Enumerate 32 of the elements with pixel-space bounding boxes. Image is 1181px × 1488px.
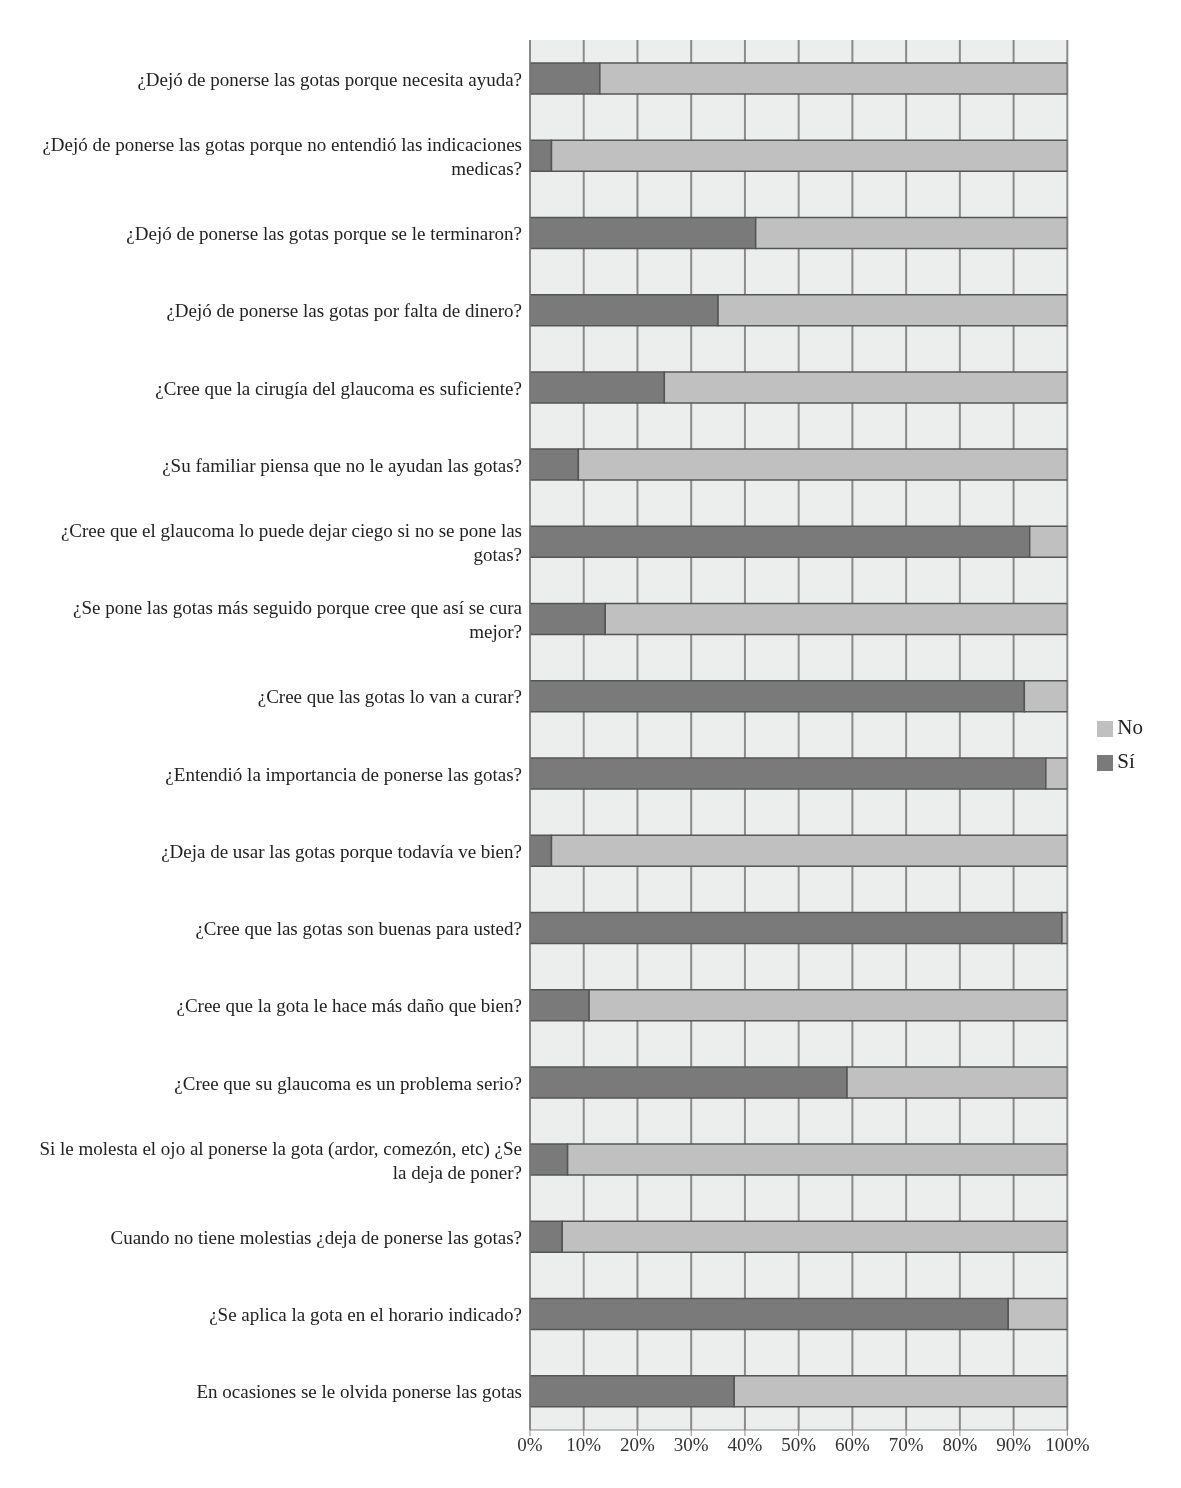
y-tick-label: ¿Cree que su glaucoma es un problema serio? (174, 1072, 522, 1093)
y-tick-label: ¿Cree que las gotas son buenas para usted? (195, 917, 522, 939)
x-tick-label: 30% (673, 1434, 709, 1456)
y-tick-label: ¿Dejó de ponerse las gotas porque no entendió las indicaciones medicas? (42, 133, 522, 179)
y-tick-label: ¿Su familiar piensa que no le ayudan las gotas? (162, 454, 522, 476)
y-tick-label: Si le molesta el ojo al ponerse la gota (ardor, comezón, etc) ¿Se la deja de poner? (39, 1137, 522, 1183)
y-tick-label: ¿Cree que el glaucoma lo puede dejar ciego si no se pone las gotas? (60, 519, 522, 565)
x-tick-label: 10% (566, 1434, 602, 1456)
y-tick-label: ¿Dejó de ponerse las gotas porque se le terminaron? (126, 222, 522, 244)
y-tick-label: ¿Cree que la gota le hace más daño que bien? (176, 994, 522, 1016)
x-tick-label: 20% (620, 1434, 656, 1456)
x-tick-label: 90% (996, 1434, 1032, 1456)
bar (530, 911, 1063, 945)
legend-label: No (1117, 715, 1143, 739)
y-tick-label: ¿Deja de usar las gotas porque todavía ve bien? (161, 840, 522, 862)
x-tick-label: 80% (942, 1434, 978, 1456)
y-tick-label: ¿Se pone las gotas más seguido porque cree que así se cura mejor? (73, 596, 523, 642)
y-tick-label: Cuando no tiene molestias ¿deja de ponerse las gotas? (110, 1226, 522, 1248)
x-tick-label: 70% (888, 1434, 924, 1456)
y-tick-label: ¿Entendió la importancia de ponerse las gotas? (165, 763, 522, 785)
y-tick-label: ¿Dejó de ponerse las gotas por falta de dinero? (166, 299, 522, 321)
x-tick-label: 100% (1045, 1434, 1090, 1456)
y-tick-label: ¿Cree que las gotas lo van a curar? (257, 685, 522, 707)
x-tick-label: 40% (727, 1434, 763, 1456)
legend-label: Sí (1117, 749, 1135, 773)
x-tick-label: 0% (517, 1434, 543, 1456)
y-tick-label: ¿Se aplica la gota en el horario indicado? (209, 1303, 522, 1325)
x-tick-label: 60% (834, 1434, 870, 1456)
y-tick-label: En ocasiones se le olvida ponerse las gotas (196, 1380, 522, 1402)
y-tick-label: ¿Cree que la cirugía del glaucoma es suficiente? (155, 377, 522, 398)
y-tick-label: ¿Dejó de ponerse las gotas porque necesita ayuda? (137, 68, 522, 90)
x-tick-label: 50% (781, 1434, 817, 1456)
